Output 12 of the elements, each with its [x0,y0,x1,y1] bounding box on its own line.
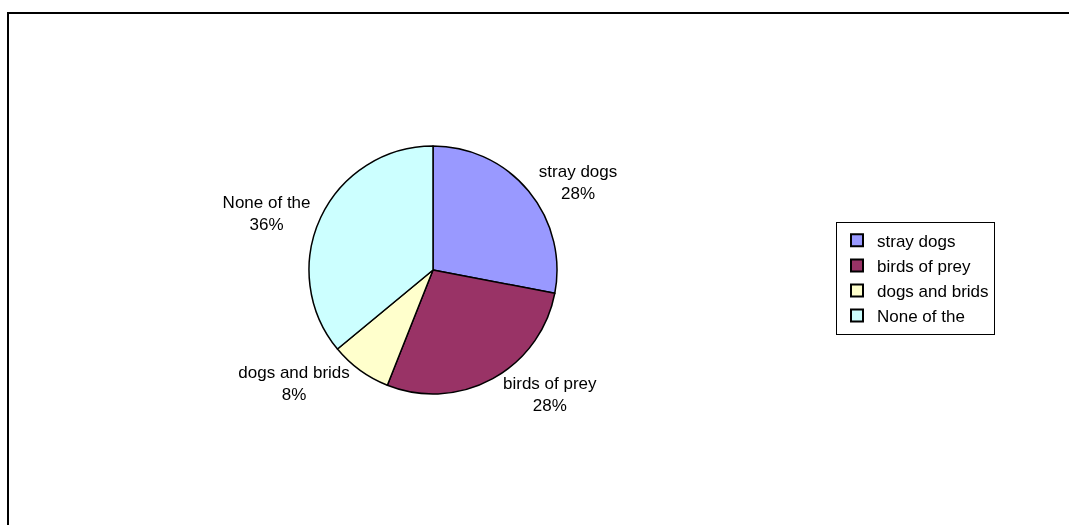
data-label: 28% [532,395,567,415]
data-label: 8% [281,385,307,405]
slice-label: birds of prey [503,373,598,393]
legend-label: stray dogs [877,231,956,251]
data-label: 28% [561,184,596,204]
slice-label: None of the [222,192,311,212]
slice-label: stray dogs [538,162,618,182]
legend-label: None of the [877,307,965,327]
legend-label: dogs and brids [877,282,989,302]
slice-label: dogs and brids [238,363,350,383]
legend-label: birds of prey [877,257,972,277]
data-label: 36% [249,215,284,235]
